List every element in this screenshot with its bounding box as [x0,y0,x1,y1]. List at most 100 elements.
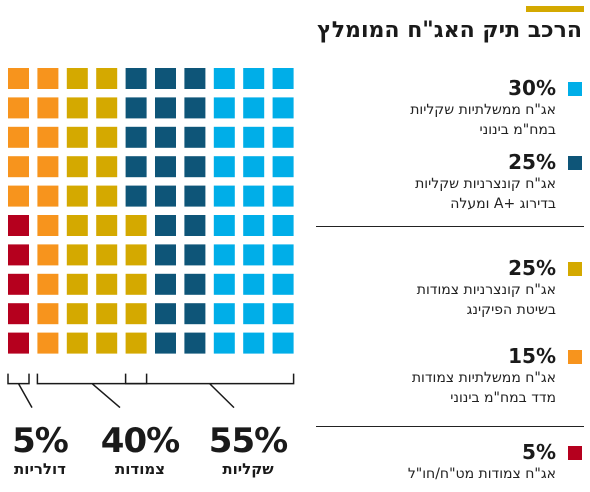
waffle-cell [272,126,294,148]
group-name: שקליות [222,460,274,478]
waffle-cell [66,273,88,295]
waffle-cell [125,273,147,295]
waffle-cell [155,332,176,354]
legend-line: בדירוג +A ומעלה [450,196,556,212]
waffle-cell [96,273,118,295]
waffle-cell [37,68,59,89]
waffle-cell [184,303,206,325]
waffle-cell [125,332,147,354]
waffle-cell [243,126,265,148]
waffle-cell [125,126,147,148]
waffle-cell [96,303,118,325]
waffle-cell [213,244,235,266]
waffle-cell [66,303,88,325]
waffle-cell [213,273,235,295]
bracket-dollar [7,373,33,408]
waffle-cell [272,332,294,354]
legend-line: אג"ח קונצרניות שקליות [415,176,556,192]
waffle-cell [272,273,294,295]
waffle-cell [272,244,294,266]
legend-line: בשיטת הפיקינג [466,302,556,318]
waffle-cell [213,97,235,119]
waffle-cell [37,97,59,119]
title-accent-bar [526,6,584,12]
legend-line: מדד במח"מ בינוני [450,390,556,406]
waffle-cell [8,97,29,119]
group-label-cpi: 40% צמודות [90,422,190,478]
chart-title: הרכב תיק האג"ח המומלץ [317,18,582,43]
waffle-cell [213,68,235,89]
legend-description: אג"ח ממשלתיות שקליות במח"מ בינוני [410,100,556,140]
waffle-cell [272,215,294,236]
waffle-cell [96,126,118,148]
waffle-cell [243,273,265,295]
waffle-cell [66,97,88,119]
legend-description: אג"ח ממשלתיות צמודות מדד במח"מ בינוני [412,368,556,408]
waffle-cell [184,68,206,89]
waffle-cell [243,215,265,236]
waffle-cell [125,303,147,325]
waffle-cell [243,185,265,207]
waffle-cell [37,273,59,295]
waffle-cell [37,332,59,354]
legend-description: אג"ח קונצרניות צמודות בשיטת הפיקינג [417,280,556,320]
waffle-cell [8,156,29,178]
waffle-cell [66,68,88,89]
waffle-cell [8,332,29,354]
waffle-cell [8,68,29,89]
waffle-cell [184,185,206,207]
waffle-cell [66,126,88,148]
waffle-cell [243,332,265,354]
legend-divider [316,226,584,227]
waffle-cell [37,156,59,178]
legend-line: אג"ח קונצרניות צמודות [416,282,556,298]
waffle-cell [155,244,176,266]
legend-description: אג"ח קונצרניות שקליות בדירוג +A ומעלה [415,174,556,214]
legend-percent: 30% [508,76,556,100]
waffle-cell [37,303,59,325]
waffle-cell [184,244,206,266]
waffle-cell [213,215,235,236]
waffle-cell [125,185,147,207]
waffle-chart [7,68,295,409]
waffle-cell [8,126,29,148]
waffle-cell [125,215,147,236]
waffle-cell [96,68,118,89]
waffle-cell [213,156,235,178]
legend-swatch [568,262,582,276]
group-name: צמודות [114,460,165,478]
group-percent: 55% [208,421,288,461]
legend-line: אג"ח צמודות מט"ח/חו"ל [407,466,556,482]
waffle-cell [272,303,294,325]
waffle-cell [66,156,88,178]
waffle-cell [272,68,294,89]
waffle-cell [66,332,88,354]
waffle-cell [155,97,176,119]
legend-percent: 25% [508,150,556,174]
legend-swatch [568,82,582,96]
legend-swatch [568,156,582,170]
waffle-cell [155,215,176,236]
legend-percent: 5% [522,440,556,464]
waffle-cell [66,185,88,207]
waffle-cell [155,126,176,148]
legend-swatch [568,350,582,364]
legend-divider [316,426,584,427]
waffle-cell [8,244,29,266]
waffle-cell [243,303,265,325]
waffle-cell [213,126,235,148]
waffle-cell [243,156,265,178]
waffle-cell [66,244,88,266]
legend-line: אג"ח ממשלתיות שקליות [410,102,556,118]
waffle-cell [125,244,147,266]
legend: 30% אג"ח ממשלתיות שקליות במח"מ בינוני 25… [316,0,590,492]
waffle-cell [184,215,206,236]
waffle-cell [184,156,206,178]
waffle-cell [184,273,206,295]
waffle-cell [66,215,88,236]
waffle-cell [155,273,176,295]
waffle-cell [243,244,265,266]
waffle-cell [125,156,147,178]
legend-description: אג"ח צמודות מט"ח/חו"ל [408,464,556,484]
waffle-cell [37,244,59,266]
